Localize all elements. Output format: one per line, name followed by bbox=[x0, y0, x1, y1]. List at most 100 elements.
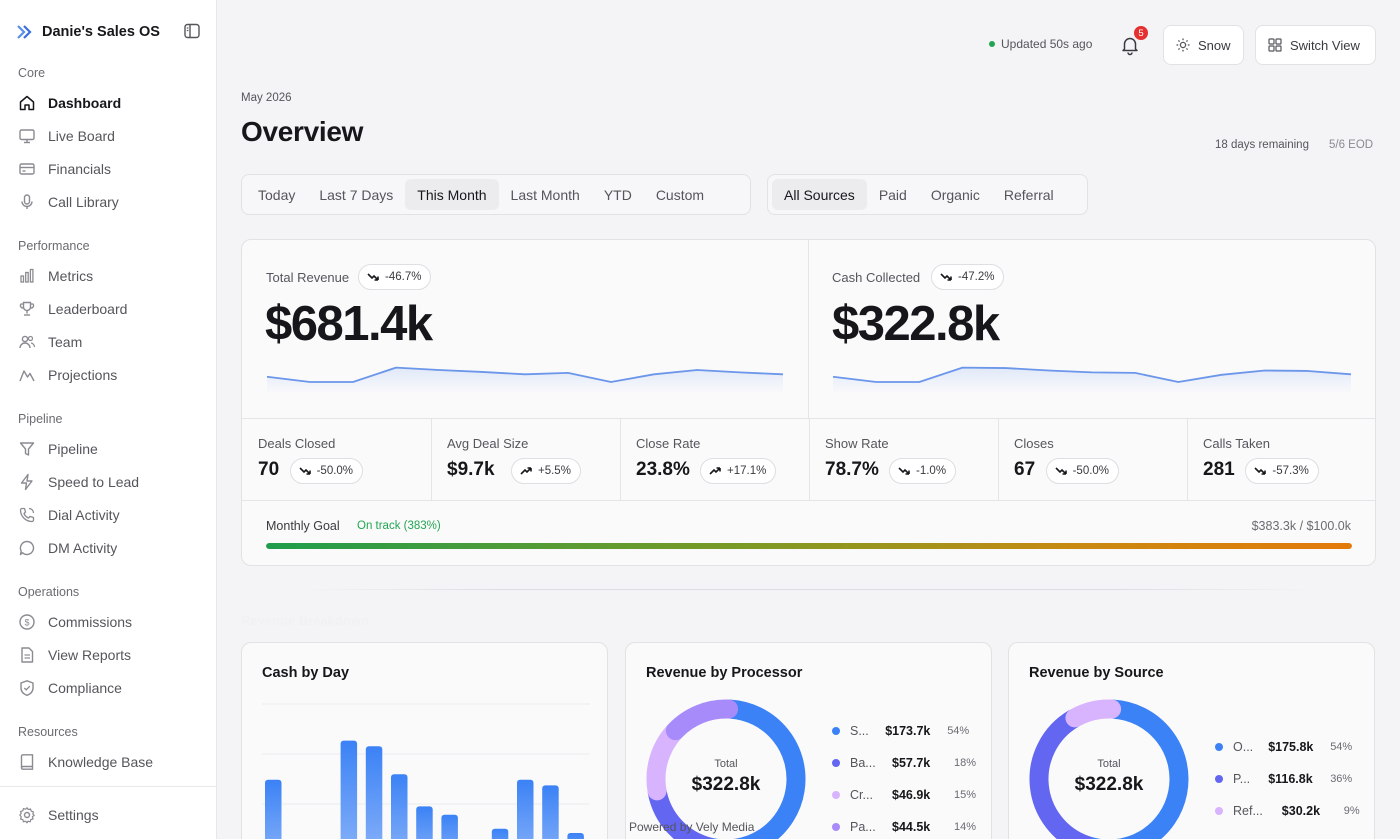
sidebar-item-settings[interactable]: Settings bbox=[10, 800, 206, 830]
nav-section-operations: Operations bbox=[18, 585, 80, 599]
sparkline-area bbox=[267, 367, 783, 394]
sidebar-item-label: Compliance bbox=[48, 680, 122, 696]
sidebar-item-label: Commissions bbox=[48, 614, 133, 630]
switch-view-button[interactable]: Switch View bbox=[1255, 25, 1376, 65]
legend-item[interactable]: P... $116.8k 36% bbox=[1215, 771, 1355, 787]
credit-card-icon bbox=[19, 163, 35, 175]
mountain-chart-icon bbox=[19, 370, 35, 382]
donut-slice bbox=[647, 783, 713, 839]
legend-value: $57.7k bbox=[892, 756, 931, 770]
sidebar-item-label: DM Activity bbox=[48, 540, 118, 556]
total-revenue-change-text: -46.7% bbox=[385, 271, 422, 283]
sidebar-item-speed-to-lead[interactable]: Speed to Lead bbox=[10, 467, 206, 497]
legend-item[interactable]: Cr... $46.9k 15% bbox=[832, 787, 976, 803]
stat-value: 78.7% bbox=[825, 459, 879, 480]
sidebar-item-projections[interactable]: Projections bbox=[10, 360, 206, 390]
sidebar-item-leaderboard[interactable]: Leaderboard bbox=[10, 294, 206, 324]
donut-slice bbox=[702, 699, 806, 839]
period-label: May 2026 bbox=[241, 92, 292, 104]
legend-percent: 18% bbox=[954, 757, 977, 769]
cash-collected-label: Cash Collected bbox=[832, 270, 921, 285]
range-tab-last-month[interactable]: Last Month bbox=[510, 186, 580, 203]
stat-change-badge: +5.5% bbox=[511, 458, 581, 484]
home-icon bbox=[19, 95, 35, 111]
brand[interactable]: Danie's Sales OS bbox=[16, 20, 201, 44]
sidebar-item-commissions[interactable]: $ Commissions bbox=[10, 607, 206, 637]
sidebar-item-dashboard[interactable]: Dashboard bbox=[10, 88, 206, 118]
sidebar-item-team[interactable]: Team bbox=[10, 327, 206, 357]
trophy-icon bbox=[19, 301, 35, 316]
legend-value: $116.8k bbox=[1268, 772, 1313, 786]
stat-label: Close Rate bbox=[636, 436, 701, 451]
kpi-row-divider bbox=[242, 418, 1375, 419]
kpi-card: Total Revenue -46.7% $681.4k Cash Collec… bbox=[241, 239, 1376, 566]
switch-view-label: Switch View bbox=[1290, 37, 1360, 53]
legend-item[interactable]: S... $173.7k 54% bbox=[832, 723, 972, 739]
theme-button[interactable]: Snow bbox=[1163, 25, 1244, 65]
range-tab-this-month[interactable]: This Month bbox=[405, 179, 499, 210]
goal-progress-bar bbox=[266, 543, 1352, 549]
stat-change-badge: +17.1% bbox=[700, 458, 777, 484]
trend-down-icon bbox=[940, 273, 952, 281]
cash-by-day-chart bbox=[262, 703, 590, 839]
source-tab-referral[interactable]: Referral bbox=[1003, 186, 1054, 203]
sidebar-item-dial-activity[interactable]: Dial Activity bbox=[10, 500, 206, 530]
range-tab-last-7-days[interactable]: Last 7 Days bbox=[319, 186, 394, 203]
bar bbox=[491, 828, 509, 839]
sidebar-item-financials[interactable]: Financials bbox=[10, 154, 206, 184]
source-tab-organic[interactable]: Organic bbox=[930, 186, 980, 203]
donut-total-value: $322.8k bbox=[1074, 774, 1144, 795]
donut-slice bbox=[1029, 709, 1093, 839]
legend-name: Ba... bbox=[850, 756, 876, 770]
sidebar-item-label: View Reports bbox=[48, 647, 132, 663]
sidebar-item-compliance[interactable]: Compliance bbox=[10, 673, 206, 703]
microphone-icon bbox=[21, 194, 33, 209]
sidebar-item-live-board[interactable]: Live Board bbox=[10, 121, 206, 151]
source-tab-all[interactable]: All Sources bbox=[772, 179, 867, 210]
cash-collected-change: -47.2% bbox=[931, 264, 1005, 290]
legend-item[interactable]: Pa... $44.5k 14% bbox=[832, 819, 976, 835]
legend-value: $30.2k bbox=[1281, 804, 1321, 818]
bell-icon[interactable] bbox=[1119, 34, 1141, 56]
donut-slice bbox=[665, 699, 739, 741]
sidebar-item-knowledge-base[interactable]: Knowledge Base bbox=[10, 747, 206, 777]
legend-item[interactable]: Ref... $30.2k 9% bbox=[1215, 803, 1360, 819]
legend-name: Ref... bbox=[1233, 804, 1263, 818]
card-title: Revenue by Source bbox=[1029, 665, 1164, 681]
section-separator bbox=[301, 589, 1316, 590]
source-tab-paid[interactable]: Paid bbox=[878, 186, 907, 203]
legend-item[interactable]: O... $175.8k 54% bbox=[1215, 739, 1355, 755]
sidebar-item-dm-activity[interactable]: DM Activity bbox=[10, 533, 206, 563]
stat-change-badge: -57.3% bbox=[1245, 458, 1319, 484]
sidebar-item-label: Projections bbox=[48, 367, 118, 383]
range-tab-ytd[interactable]: YTD bbox=[603, 186, 632, 203]
legend-item[interactable]: Ba... $57.7k 18% bbox=[832, 755, 976, 771]
chat-bubble-icon bbox=[19, 540, 35, 556]
stat-label: Show Rate bbox=[825, 436, 889, 451]
cash-collected-change-text: -47.2% bbox=[958, 271, 995, 283]
sidebar-item-label: Call Library bbox=[48, 194, 119, 210]
stat-change-text: -50.0% bbox=[1072, 465, 1110, 477]
legend-name: S... bbox=[850, 724, 869, 738]
book-icon bbox=[20, 754, 34, 770]
bar bbox=[517, 779, 534, 839]
range-tab-today[interactable]: Today bbox=[258, 186, 296, 203]
sidebar-item-metrics[interactable]: Metrics bbox=[10, 261, 206, 291]
stat-change-badge: -50.0% bbox=[1045, 458, 1120, 484]
bar-chart-icon bbox=[20, 268, 34, 283]
sidebar-toggle-icon[interactable] bbox=[183, 22, 201, 40]
sidebar-item-label: Dial Activity bbox=[48, 507, 120, 523]
phone-icon bbox=[19, 507, 35, 523]
sidebar-item-label: Knowledge Base bbox=[48, 754, 154, 770]
legend-value: $44.5k bbox=[892, 820, 931, 834]
sidebar-item-view-reports[interactable]: View Reports bbox=[10, 640, 206, 670]
sidebar-item-label: Settings bbox=[48, 807, 99, 823]
dollar-circle-icon: $ bbox=[19, 614, 35, 630]
legend-name: O... bbox=[1233, 740, 1254, 754]
range-tab-custom[interactable]: Custom bbox=[655, 186, 705, 203]
sidebar-item-label: Pipeline bbox=[48, 441, 98, 457]
monitor-icon bbox=[19, 129, 35, 144]
nav-section-pipeline: Pipeline bbox=[18, 412, 63, 426]
sidebar-item-call-library[interactable]: Call Library bbox=[10, 187, 206, 217]
sidebar-item-pipeline[interactable]: Pipeline bbox=[10, 434, 206, 464]
